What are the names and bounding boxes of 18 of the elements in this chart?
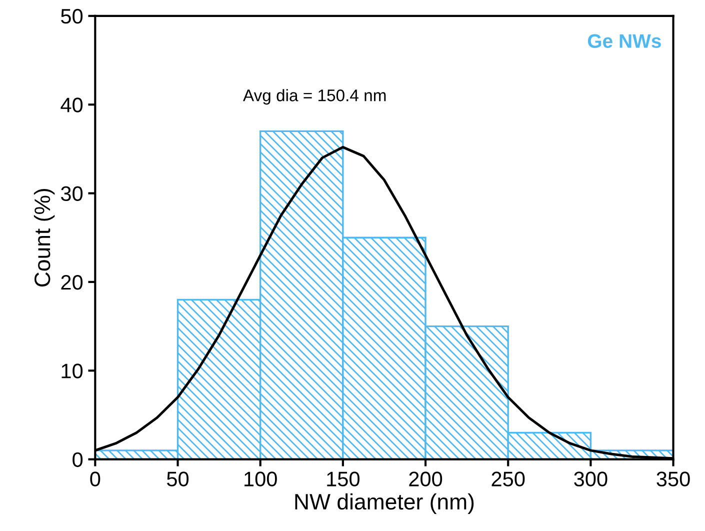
annotation: Avg dia = 150.4 nm xyxy=(243,89,386,105)
x-tick-label: 300 xyxy=(574,472,608,486)
y-tick-label: 10 xyxy=(62,364,83,378)
x-tick-label: 0 xyxy=(90,472,100,486)
y-tick-label: 0 xyxy=(72,452,83,468)
y-axis-title: Count (%) xyxy=(34,188,55,287)
x-tick-label: 50 xyxy=(167,472,189,486)
y-tick-label: 30 xyxy=(60,186,83,202)
y-tick-label: 40 xyxy=(60,98,83,112)
x-tick-label: 150 xyxy=(327,472,360,486)
y-tick-label: 20 xyxy=(61,274,83,290)
annotation: Ge NWs xyxy=(588,34,661,48)
x-tick-label: 250 xyxy=(492,472,525,486)
x-tick-label: 200 xyxy=(409,472,442,486)
y-tick-label: 50 xyxy=(61,8,83,24)
x-tick-label: 350 xyxy=(656,472,690,486)
x-axis-title: NW diameter (nm) xyxy=(295,493,474,514)
x-tick-label: 100 xyxy=(244,472,277,486)
